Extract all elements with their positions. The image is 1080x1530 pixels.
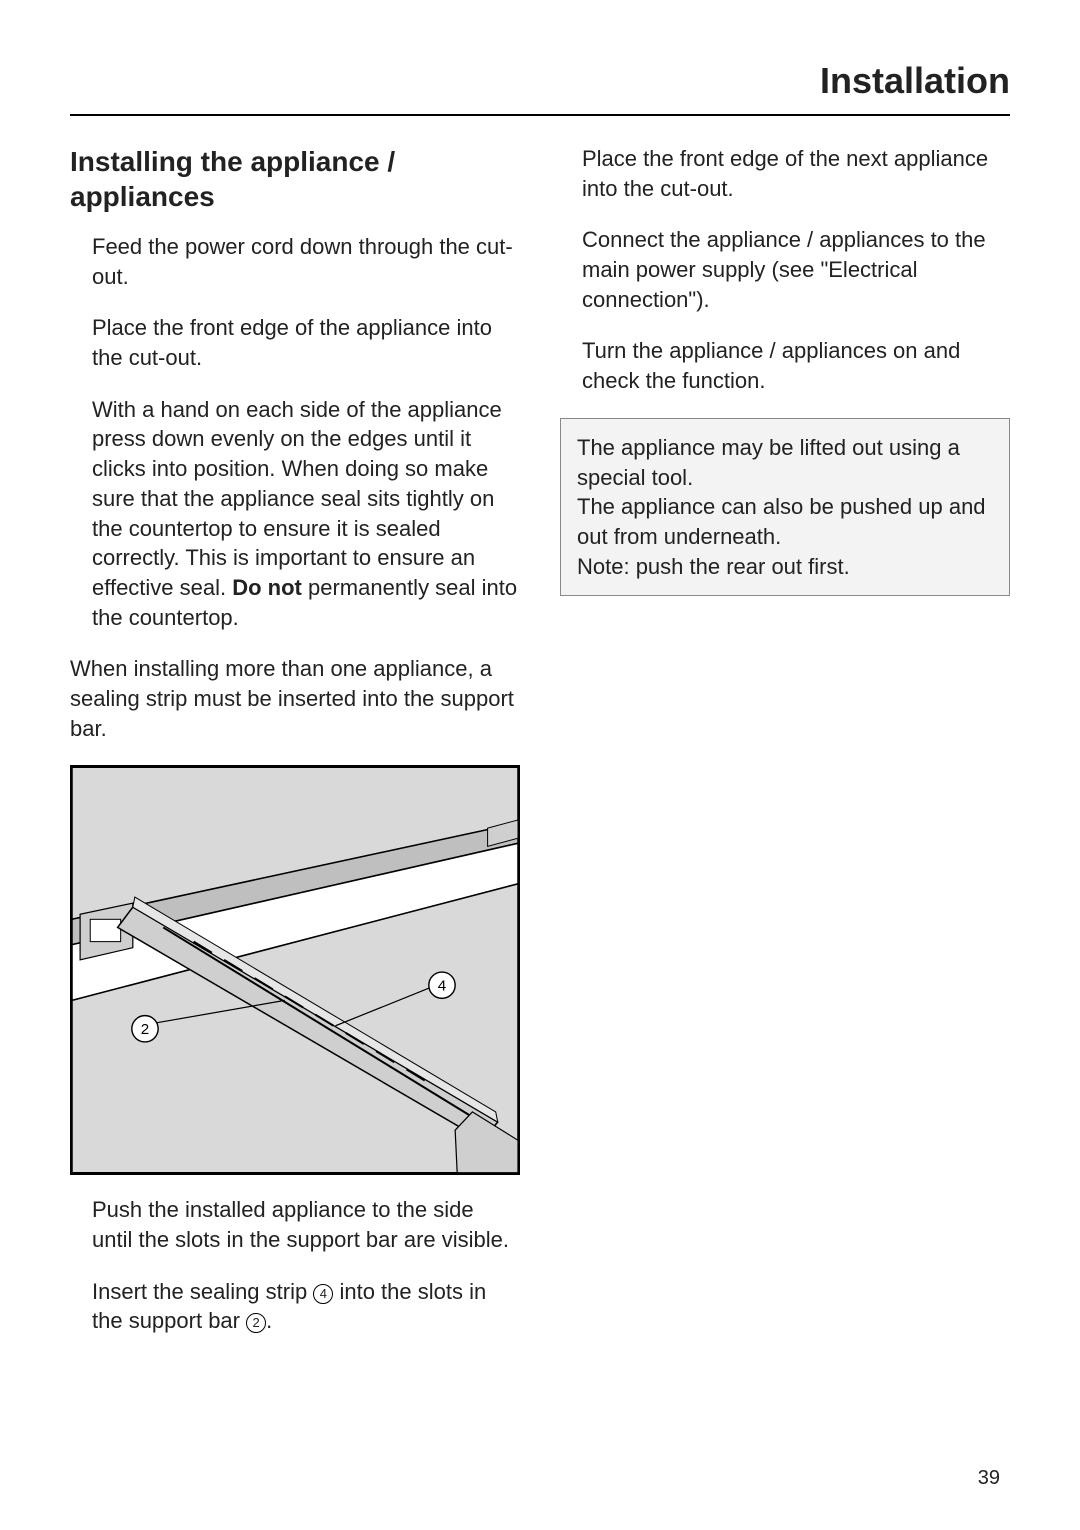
circled-4-icon: 4: [313, 1284, 333, 1304]
section-title: Installing the appliance / appliances: [70, 144, 520, 214]
step-press-bold: Do not: [232, 575, 302, 600]
step-insert-strip: Insert the sealing strip 4 into the slot…: [70, 1277, 520, 1336]
note-line-1: The appliance may be lifted out using a …: [577, 433, 993, 492]
step-insert-prefix: Insert the sealing strip: [92, 1279, 313, 1304]
step-place-front-edge: Place the front edge of the appliance in…: [70, 313, 520, 372]
removal-note-box: The appliance may be lifted out using a …: [560, 418, 1010, 596]
figure-svg: 4 2: [72, 767, 518, 1173]
figure-label-4: 4: [438, 978, 446, 995]
step-press-prefix: With a hand on each side of the applianc…: [92, 397, 502, 600]
step-connect-power: Connect the appliance / appliances to th…: [560, 225, 1010, 314]
step-press-down: With a hand on each side of the applianc…: [70, 395, 520, 633]
support-bar-figure: 4 2: [70, 765, 520, 1175]
header-title: Installation: [820, 60, 1010, 101]
figure-label-2: 2: [141, 1021, 149, 1038]
circled-2-icon: 2: [246, 1313, 266, 1333]
step-insert-suffix: .: [266, 1308, 272, 1333]
step-push-side: Push the installed appliance to the side…: [70, 1195, 520, 1254]
step-next-appliance: Place the front edge of the next applian…: [560, 144, 1010, 203]
note-line-3: Note: push the rear out first.: [577, 552, 993, 582]
content-columns: Installing the appliance / appliances Fe…: [70, 144, 1010, 1358]
right-column: Place the front edge of the next applian…: [560, 144, 1010, 1358]
note-line-2: The appliance can also be pushed up and …: [577, 492, 993, 551]
page: Installation Installing the appliance / …: [0, 0, 1080, 1530]
left-column: Installing the appliance / appliances Fe…: [70, 144, 520, 1358]
page-header: Installation: [70, 60, 1010, 116]
plain-sealing-strip-intro: When installing more than one appliance,…: [70, 654, 520, 743]
page-number: 39: [978, 1467, 1000, 1490]
step-turn-on: Turn the appliance / appliances on and c…: [560, 336, 1010, 395]
step-feed-cord: Feed the power cord down through the cut…: [70, 232, 520, 291]
